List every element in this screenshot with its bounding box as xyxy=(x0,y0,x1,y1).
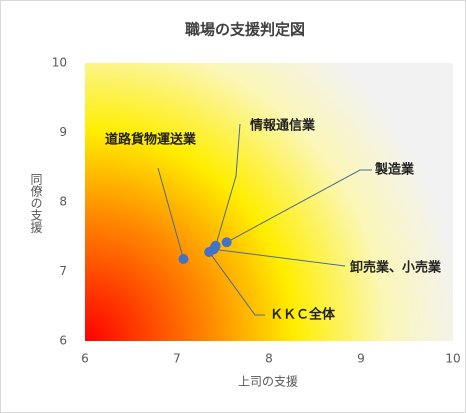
point xyxy=(221,237,232,248)
leader-line xyxy=(157,167,184,260)
chart-title: 職場の支援判定図 xyxy=(185,21,305,39)
x-tick-label: 8 xyxy=(265,352,273,366)
point xyxy=(204,247,215,258)
point-label: 卸売業、小売業 xyxy=(350,260,442,276)
x-tick-label: 9 xyxy=(357,352,365,366)
leader-line xyxy=(213,248,346,267)
y-tick-label: 10 xyxy=(52,56,67,70)
x-tick-label: 7 xyxy=(173,352,181,366)
y-axis-label: 同僚の支援 xyxy=(29,173,43,234)
y-tick-label: 9 xyxy=(59,125,67,139)
leader-line xyxy=(226,169,372,243)
leader-line xyxy=(208,251,265,316)
x-tick-label: 10 xyxy=(445,352,460,366)
point-label: ＫＫＣ全体 xyxy=(270,307,336,323)
y-tick-label: 6 xyxy=(59,334,67,348)
point-label: 情報通信業 xyxy=(250,118,316,134)
y-tick-label: 8 xyxy=(59,195,67,209)
y-tick-label: 7 xyxy=(59,264,67,278)
leader-line xyxy=(215,123,241,246)
point-label: 道路貨物運送業 xyxy=(105,132,197,148)
point xyxy=(178,253,189,264)
point-label: 製造業 xyxy=(374,162,415,178)
x-axis-label: 上司の支援 xyxy=(238,375,298,389)
plot-area xyxy=(85,63,453,341)
x-tick-label: 6 xyxy=(81,352,89,366)
